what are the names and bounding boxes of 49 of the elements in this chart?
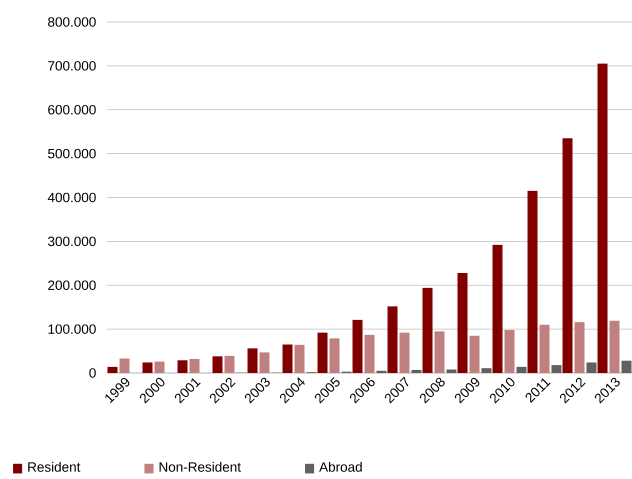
- bar: [458, 272, 468, 373]
- bar: [422, 288, 433, 373]
- bar: [212, 356, 223, 373]
- bar: [282, 344, 293, 373]
- bar: [364, 334, 375, 373]
- bar: [610, 320, 620, 373]
- legend-label: Non-Resident: [160, 462, 241, 472]
- y-tick-label: 0: [89, 368, 96, 378]
- bar: [562, 138, 573, 373]
- bar: [352, 320, 363, 373]
- bar: [400, 332, 410, 373]
- y-tick-label: 500.000: [48, 148, 96, 158]
- bar: [434, 331, 445, 373]
- bar: [294, 344, 305, 373]
- bar: [330, 338, 340, 373]
- bar: [154, 362, 164, 373]
- y-tick-label: 600.000: [48, 104, 96, 115]
- bar: [318, 332, 328, 373]
- bar: [598, 64, 608, 373]
- bar: [120, 358, 130, 373]
- bar: [224, 356, 234, 373]
- y-tick-label: 700.000: [48, 61, 96, 71]
- bar: [504, 330, 515, 373]
- bar: [248, 348, 258, 373]
- legend-label: Resident: [28, 462, 80, 472]
- bar: [622, 360, 632, 373]
- bar: [586, 362, 596, 373]
- bar: [411, 370, 422, 373]
- bar: [574, 322, 585, 373]
- y-tick-label: 300.000: [48, 236, 96, 246]
- bar: [260, 352, 270, 373]
- bar: [190, 358, 200, 373]
- bar: [178, 360, 188, 373]
- y-tick-label: 800.000: [48, 17, 96, 27]
- bar: [540, 324, 550, 373]
- bar: [528, 190, 538, 373]
- y-tick-label: 400.000: [48, 192, 96, 202]
- bar: [446, 369, 456, 373]
- y-tick-label: 200.000: [48, 280, 96, 290]
- bar: [108, 366, 118, 373]
- legend-label: Abroad: [319, 462, 362, 472]
- bar: [492, 244, 503, 373]
- bar: [516, 366, 526, 373]
- bar: [388, 306, 398, 373]
- bar: [142, 362, 153, 373]
- y-tick-label: 100.000: [48, 324, 96, 334]
- bar: [551, 365, 562, 373]
- bar: [470, 336, 480, 373]
- bar: [481, 368, 492, 373]
